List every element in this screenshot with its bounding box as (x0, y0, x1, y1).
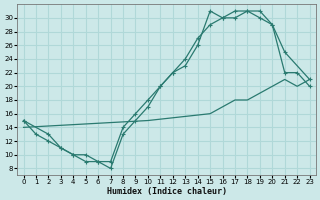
X-axis label: Humidex (Indice chaleur): Humidex (Indice chaleur) (107, 187, 227, 196)
